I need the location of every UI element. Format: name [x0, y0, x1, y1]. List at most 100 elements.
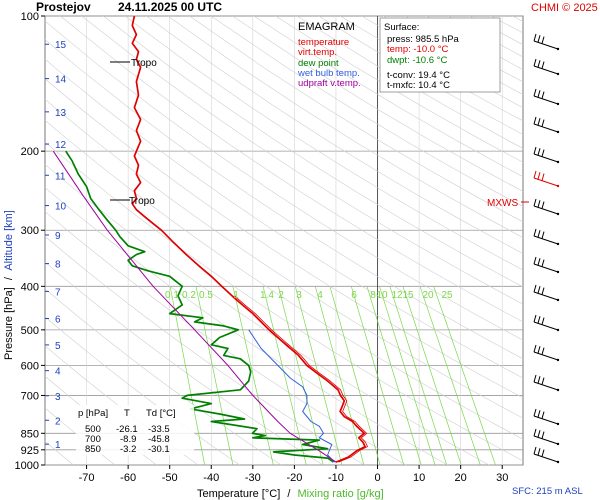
- barb-dot: [556, 388, 560, 392]
- svg-text:Pressure [hPa] / A: Pressure [hPa] / Altitude [km]: [3, 210, 15, 360]
- mixing-ratio-label: 4: [317, 290, 323, 301]
- mixing-ratio-label: 10: [376, 290, 388, 301]
- barb-flag: [537, 286, 541, 294]
- table-cell: 500: [85, 424, 101, 435]
- wind-barb: [533, 314, 560, 332]
- mixing-ratio-line: [294, 286, 343, 465]
- dry-adiabat: [577, 16, 600, 465]
- x-tick-label: 20: [455, 472, 467, 484]
- table-cell: -30.1: [148, 444, 170, 455]
- dry-adiabat: [60, 16, 523, 323]
- mixing-ratio-line: [262, 286, 307, 465]
- altitude-tick-label: 8: [55, 260, 61, 271]
- ylabel-altitude: Altitude [km]: [3, 210, 15, 271]
- altitude-tick-label: 3: [55, 392, 61, 403]
- barb-flag: [533, 116, 537, 125]
- barb-flag: [533, 256, 537, 265]
- surface-temp: temp: -10.0 °C: [387, 44, 448, 55]
- barb-staff: [533, 205, 559, 215]
- wind-barb: [533, 408, 560, 426]
- mixing-ratio-line: [419, 286, 481, 465]
- table-cell: 850: [85, 444, 101, 455]
- barb-flag: [533, 446, 537, 455]
- dry-adiabat: [45, 316, 240, 465]
- barb-flag: [537, 35, 541, 43]
- barb-staff: [533, 291, 559, 301]
- barb-staff: [533, 153, 559, 163]
- wind-barb: [533, 33, 560, 51]
- barb-dot: [556, 212, 560, 216]
- barb-flag: [537, 410, 541, 418]
- barb-dot: [556, 358, 560, 362]
- altitude-tick-label: 10: [55, 202, 67, 213]
- mixing-ratio-line: [232, 286, 274, 465]
- altitude-tick-label: 4: [55, 367, 61, 378]
- barb-flag: [537, 200, 541, 208]
- surface-tmxfc: t-mxfc: 10.4 °C: [387, 80, 450, 91]
- barb-staff: [533, 351, 559, 361]
- table-cell: -8.9: [120, 434, 136, 445]
- barb-flag: [533, 344, 537, 353]
- wind-barb: [533, 428, 560, 446]
- mixing-ratio-label: 1: [233, 290, 239, 301]
- xlabel-mix: Mixing ratio [g/kg]: [297, 488, 383, 500]
- mxws-marker: MXWS: [487, 198, 529, 209]
- altitude-tick-label: 15: [55, 40, 67, 51]
- dry-adiabat: [490, 16, 523, 34]
- station-name: Prostejov: [36, 0, 91, 14]
- barb-flag: [541, 119, 545, 127]
- mixing-ratio-line: [169, 286, 206, 465]
- barb-flag: [541, 61, 545, 69]
- mixing-ratio-line: [350, 286, 405, 465]
- dry-adiabat: [45, 39, 523, 360]
- x-tick-label: -40: [203, 472, 219, 484]
- y-axis-title: Pressure [hPa] / Altitude [km]: [3, 210, 15, 360]
- barb-flag: [533, 33, 537, 42]
- x-tick-label: -30: [245, 472, 261, 484]
- x-axis-title: Temperature [°C] / Mixing ratio [g/kg]: [197, 488, 384, 500]
- barb-flag: [541, 347, 545, 355]
- barb-dot: [556, 298, 560, 302]
- wind-barb: [533, 228, 560, 246]
- mixing-ratio-label: 6: [351, 290, 357, 301]
- barb-dot: [556, 422, 560, 426]
- dry-adiabat: [103, 16, 523, 288]
- altitude-tick-label: 14: [55, 75, 67, 86]
- barb-flag: [533, 374, 537, 383]
- barb-flag: [541, 173, 545, 181]
- y-tick-label: 300: [21, 225, 39, 237]
- barb-flag: [537, 148, 541, 156]
- dry-adiabat: [124, 16, 523, 271]
- barb-staff: [533, 123, 559, 133]
- barb-dot: [556, 102, 560, 106]
- surface-box: [379, 17, 501, 93]
- y-tick-label: 600: [21, 360, 39, 372]
- barb-staff: [533, 40, 559, 50]
- dry-adiabat: [45, 20, 523, 341]
- barb-flag: [537, 430, 541, 438]
- mixing-ratio-label: 1.4: [260, 290, 274, 301]
- mixing-ratio-line: [402, 286, 462, 465]
- legend-item: temperature: [298, 37, 349, 48]
- barb-flag: [541, 287, 545, 295]
- surface-title: Surface:: [384, 22, 419, 33]
- barb-staff: [533, 95, 559, 105]
- dry-adiabat: [167, 16, 523, 238]
- mixing-ratio-line: [329, 286, 381, 465]
- mixing-ratio-label: 15: [402, 290, 414, 301]
- mixing-ratio-label: 25: [441, 290, 453, 301]
- altitude-tick-label: 11: [55, 171, 66, 182]
- barb-dot: [556, 242, 560, 246]
- wind-barb: [533, 446, 560, 464]
- barb-flag: [537, 60, 541, 68]
- dry-adiabat: [189, 16, 523, 223]
- altitude-tick-label: 5: [55, 341, 61, 352]
- dry-adiabat: [45, 141, 523, 462]
- wind-barb: [533, 116, 560, 134]
- barb-flag: [541, 201, 545, 209]
- wind-barb: [533, 88, 560, 106]
- altitude-tick-label: 12: [55, 140, 67, 151]
- table-cell: -45.8: [148, 434, 170, 445]
